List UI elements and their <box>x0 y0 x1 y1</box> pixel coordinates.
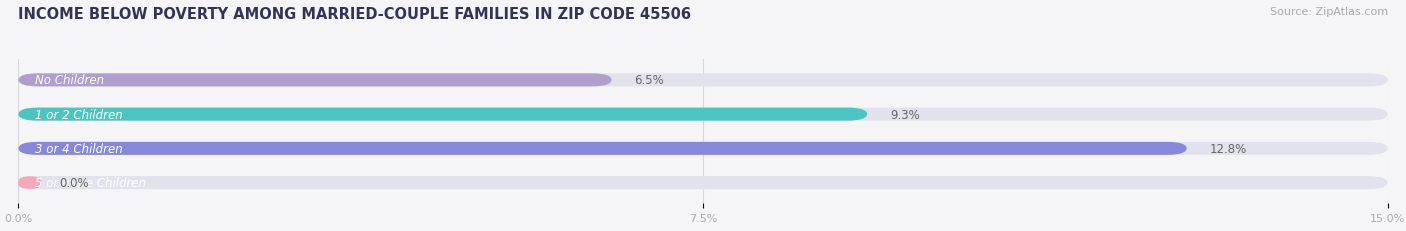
Text: INCOME BELOW POVERTY AMONG MARRIED-COUPLE FAMILIES IN ZIP CODE 45506: INCOME BELOW POVERTY AMONG MARRIED-COUPL… <box>18 7 692 22</box>
FancyBboxPatch shape <box>18 108 868 121</box>
FancyBboxPatch shape <box>18 176 41 189</box>
Text: 9.3%: 9.3% <box>890 108 920 121</box>
FancyBboxPatch shape <box>18 108 1388 121</box>
Text: 6.5%: 6.5% <box>634 74 664 87</box>
FancyBboxPatch shape <box>18 142 1187 155</box>
Text: 0.0%: 0.0% <box>59 176 89 189</box>
Text: 5 or more Children: 5 or more Children <box>35 176 146 189</box>
FancyBboxPatch shape <box>18 74 1388 87</box>
Text: 1 or 2 Children: 1 or 2 Children <box>35 108 122 121</box>
Text: No Children: No Children <box>35 74 104 87</box>
FancyBboxPatch shape <box>18 176 1388 189</box>
Text: 12.8%: 12.8% <box>1209 142 1247 155</box>
Text: 3 or 4 Children: 3 or 4 Children <box>35 142 122 155</box>
FancyBboxPatch shape <box>18 142 1388 155</box>
FancyBboxPatch shape <box>18 74 612 87</box>
Text: Source: ZipAtlas.com: Source: ZipAtlas.com <box>1270 7 1388 17</box>
